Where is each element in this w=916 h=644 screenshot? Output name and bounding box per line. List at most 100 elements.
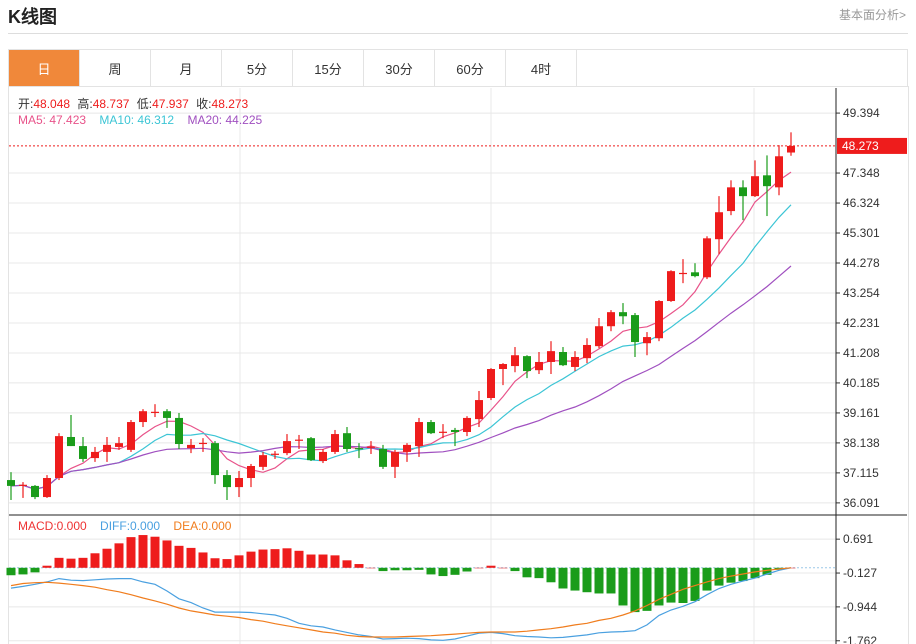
macd-bar <box>522 567 532 578</box>
candle-up <box>607 312 615 327</box>
macd-bar <box>354 564 364 568</box>
macd-bar <box>198 552 208 568</box>
close-label: 收: <box>196 97 212 111</box>
macd-bar <box>702 567 712 591</box>
last-price-label: 48.273 <box>842 139 879 153</box>
macd-bar <box>378 567 388 572</box>
dea-value: DEA:0.000 <box>173 519 232 533</box>
fundamental-analysis-link[interactable]: 基本面分析> <box>838 8 906 22</box>
macd-bar <box>90 553 100 568</box>
price-tick-label: 39.161 <box>843 406 880 420</box>
candle-up <box>571 356 579 367</box>
tab-day[interactable]: 日 <box>9 50 80 86</box>
candle-down <box>223 475 231 488</box>
macd-bar <box>678 567 688 603</box>
price-tick-label: 49.394 <box>843 106 880 120</box>
macd-tick-label: -0.127 <box>843 566 877 580</box>
candle-up <box>727 187 735 212</box>
macd-bar <box>210 558 220 568</box>
candle-down <box>523 356 531 372</box>
candle-up <box>403 444 411 452</box>
candle-up <box>283 441 291 454</box>
low-value: 47.937 <box>152 97 189 111</box>
candle-down <box>307 438 315 461</box>
candle-down <box>79 446 87 459</box>
high-value: 48.737 <box>92 97 130 111</box>
macd-bar <box>606 567 616 594</box>
tab-15min[interactable]: 15分 <box>293 50 364 86</box>
macd-bar <box>330 555 340 568</box>
macd-bar <box>630 567 640 613</box>
candle-up <box>103 444 111 452</box>
candle-up <box>475 400 483 420</box>
macd-bar <box>54 557 64 568</box>
period-tabs: 日 周 月 5分 15分 30分 60分 4时 <box>8 49 908 87</box>
tab-4hour[interactable]: 4时 <box>506 50 577 86</box>
ma5-value: MA5: 47.423 <box>18 113 87 127</box>
macd-bar <box>654 567 664 606</box>
macd-bar <box>570 567 580 591</box>
candle-down <box>691 272 699 277</box>
candle-up <box>655 301 663 339</box>
candle-down <box>211 443 219 476</box>
macd-bar <box>390 567 400 571</box>
macd-tick-label: -0.944 <box>843 600 877 614</box>
macd-bar <box>558 567 568 589</box>
price-tick-label: 41.208 <box>843 346 880 360</box>
tab-5min[interactable]: 5分 <box>222 50 293 86</box>
macd-bar <box>246 551 256 568</box>
macd-bar <box>222 559 232 568</box>
price-tick-label: 46.324 <box>843 196 880 210</box>
macd-bar <box>426 567 436 575</box>
macd-bar <box>546 567 556 583</box>
macd-bar <box>474 567 484 569</box>
diff-value: DIFF:0.000 <box>100 519 161 533</box>
diff-line <box>10 567 792 641</box>
candle-up <box>139 411 147 423</box>
candle-up <box>367 446 375 448</box>
candle-up <box>391 451 399 467</box>
tab-30min[interactable]: 30分 <box>364 50 435 86</box>
macd-bar <box>486 565 496 568</box>
macd-bar <box>18 567 28 575</box>
macd-bar <box>306 554 316 568</box>
tab-month[interactable]: 月 <box>151 50 222 86</box>
candle-down <box>739 187 747 197</box>
open-value: 48.048 <box>33 97 71 111</box>
candle-down <box>343 433 351 450</box>
candle-down <box>175 417 183 445</box>
macd-tick-label: 0.691 <box>843 532 873 546</box>
candle-up <box>319 451 327 462</box>
candle-up <box>187 444 195 449</box>
macd-bar <box>174 545 184 568</box>
candle-down <box>619 312 627 317</box>
macd-bar <box>618 567 628 606</box>
candle-up <box>487 369 495 399</box>
candle-up <box>715 212 723 240</box>
candle-up <box>235 478 243 488</box>
macd-bar <box>294 550 304 568</box>
candle-down <box>379 449 387 467</box>
macd-bar <box>258 549 268 568</box>
candle-up <box>415 422 423 447</box>
candle-down <box>7 480 15 486</box>
candle-up <box>259 455 267 467</box>
candle-up <box>91 451 99 459</box>
price-tick-label: 40.185 <box>843 376 880 390</box>
candle-down <box>355 448 363 450</box>
low-label: 低: <box>136 97 153 111</box>
candle-down <box>163 411 171 418</box>
macd-value: MACD:0.000 <box>18 519 87 533</box>
candle-up <box>463 417 471 433</box>
candle-up <box>703 238 711 278</box>
candle-up <box>535 361 543 371</box>
ma20-value: MA20: 44.225 <box>187 113 263 127</box>
high-label: 高: <box>77 97 93 111</box>
tab-week[interactable]: 周 <box>80 50 151 86</box>
macd-bar <box>438 567 448 577</box>
macd-legend: MACD:0.000 DIFF:0.000 DEA:0.000 <box>18 519 235 533</box>
tab-60min[interactable]: 60分 <box>435 50 506 86</box>
macd-bar <box>270 549 280 568</box>
macd-bar <box>6 567 16 576</box>
